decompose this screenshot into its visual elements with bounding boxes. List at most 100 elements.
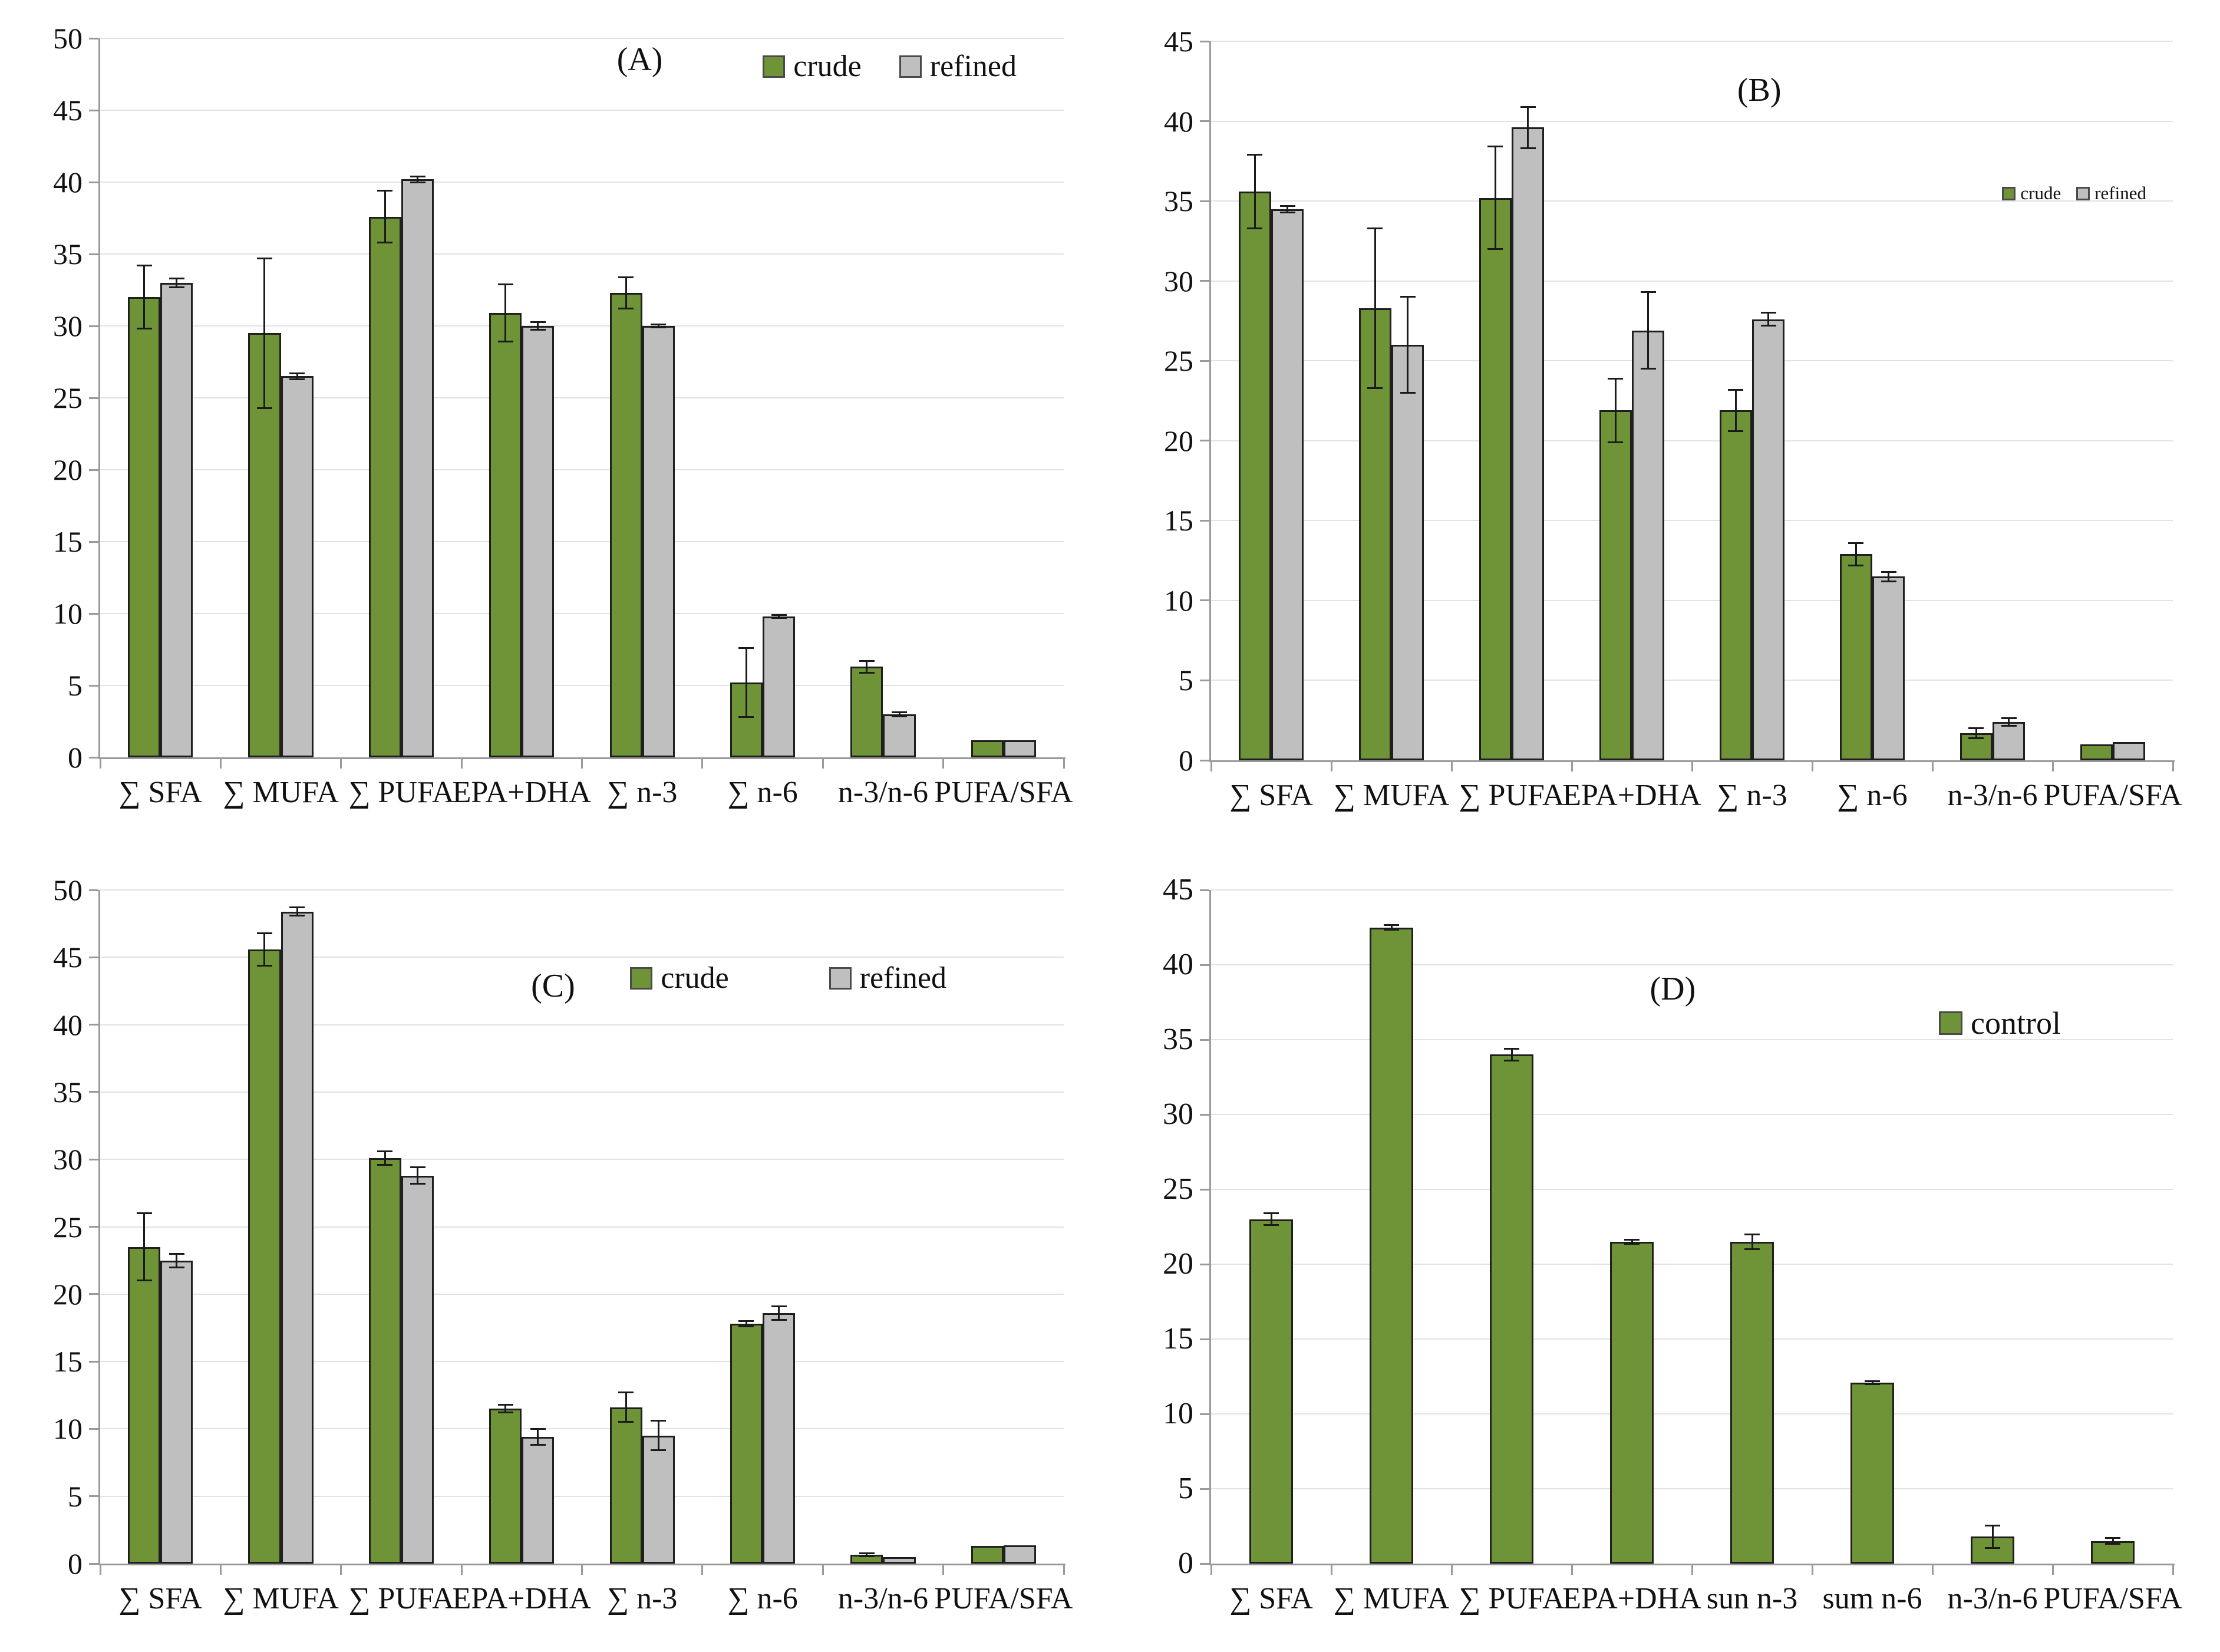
bar (883, 714, 916, 757)
x-category-label: EPA+DHA (1562, 1582, 1701, 1615)
gridline (100, 1226, 1064, 1228)
x-category-label: ∑ MUFA (1333, 1582, 1450, 1615)
x-tick-mark (2172, 762, 2174, 771)
y-tick-label: 20 (53, 1277, 83, 1311)
y-tick-mark (1200, 440, 1209, 442)
y-tick-mark (89, 756, 98, 759)
y-tick-mark (89, 1427, 98, 1430)
x-tick-mark (1063, 1565, 1065, 1575)
error-bar (1855, 543, 1857, 566)
error-bar-cap (1247, 227, 1263, 229)
x-tick-mark (942, 1565, 945, 1575)
y-tick-label: 30 (1163, 1097, 1193, 1131)
bar (248, 949, 281, 1564)
bar (368, 216, 401, 757)
bar (763, 1313, 796, 1564)
error-bar-cap (256, 932, 272, 934)
error-bar-cap (1640, 368, 1656, 370)
error-bar-cap (1504, 1047, 1519, 1050)
x-category-label: PUFA/SFA (2043, 779, 2182, 812)
error-bar-cap (377, 190, 393, 192)
bar (1490, 1054, 1533, 1564)
legend-label: crude (2020, 183, 2061, 203)
x-tick-mark (1330, 1565, 1332, 1575)
bar (1839, 554, 1872, 760)
y-tick-mark (89, 1495, 98, 1498)
error-bar-cap (1247, 153, 1263, 156)
bar (1599, 410, 1632, 760)
legend-swatch-refined (2076, 186, 2090, 200)
x-category-label: n-3/n-6 (837, 1582, 928, 1615)
y-tick-label: 30 (1164, 264, 1193, 298)
error-bar (176, 278, 178, 288)
bar (128, 297, 161, 757)
bar (128, 1247, 161, 1564)
y-tick-mark (1200, 1113, 1209, 1116)
legend-label: refined (929, 50, 1017, 83)
y-tick-mark (1200, 599, 1209, 602)
y-axis-line (1209, 41, 1211, 760)
gridline (100, 253, 1064, 255)
x-tick-mark (2172, 1565, 2174, 1575)
error-bar (625, 277, 627, 309)
error-bar-cap (859, 1552, 875, 1555)
error-bar (296, 907, 298, 916)
x-tick-mark (581, 759, 583, 769)
y-tick-label: 45 (53, 94, 83, 127)
bar (1993, 721, 2026, 760)
chart-panel-C: 0 5 10 15 20 25 30 35 40 45 50 ∑ SFA ∑ MUFA ∑ PUFA EPA… (15, 858, 1096, 1652)
bar (1271, 209, 1304, 760)
error-bar-cap (1384, 924, 1399, 926)
bar (971, 1546, 1004, 1564)
legend-item: crude (630, 961, 729, 995)
bar (1370, 927, 1413, 1564)
error-bar (1254, 154, 1256, 229)
error-bar-cap (410, 1182, 425, 1185)
x-tick-mark (1063, 759, 1065, 769)
legend: crude refined (763, 49, 1017, 84)
error-bar-cap (2001, 725, 2017, 727)
error-bar-cap (1520, 105, 1536, 108)
bar (160, 1260, 193, 1564)
y-tick-label: 15 (1164, 504, 1193, 538)
error-bar-cap (1608, 441, 1624, 443)
gridline (100, 397, 1064, 398)
error-bar (2008, 718, 2010, 726)
y-tick-label: 20 (53, 453, 83, 486)
error-bar-cap (1881, 580, 1896, 582)
error-bar-cap (256, 257, 272, 259)
gridline (1211, 1338, 2173, 1340)
error-bar-cap (1744, 1248, 1760, 1251)
error-bar (778, 615, 780, 618)
y-tick-label: 15 (53, 525, 83, 558)
gridline (1211, 41, 2173, 42)
error-bar (417, 1167, 419, 1184)
y-tick-mark (89, 253, 98, 255)
error-bar-cap (1487, 248, 1503, 250)
error-bar-cap (289, 372, 305, 375)
bar (401, 179, 434, 757)
x-category-label: ∑ PUFA (348, 1582, 454, 1615)
error-bar-cap (256, 964, 272, 967)
bar (609, 1407, 642, 1564)
x-tick-mark (99, 1565, 101, 1575)
y-tick-mark (89, 1024, 98, 1026)
bar (368, 1158, 401, 1564)
error-bar (176, 1254, 178, 1268)
bar (1003, 740, 1036, 757)
x-category-label: ∑ PUFA (1459, 779, 1565, 812)
x-tick-mark (1931, 1565, 1934, 1575)
error-bar-cap (1968, 737, 1984, 739)
gridline (100, 110, 1064, 111)
error-bar-cap (1384, 928, 1399, 931)
error-bar (1991, 1525, 1994, 1548)
y-tick-label: 50 (53, 22, 83, 55)
y-tick-label: 15 (1163, 1322, 1193, 1356)
bar (281, 911, 314, 1564)
y-tick-mark (1200, 1338, 1209, 1340)
error-bar (263, 258, 266, 408)
legend-item: control (1939, 1005, 2061, 1041)
x-tick-mark (1811, 762, 1813, 771)
y-tick-label: 45 (53, 941, 83, 974)
error-bar (1767, 312, 1770, 326)
